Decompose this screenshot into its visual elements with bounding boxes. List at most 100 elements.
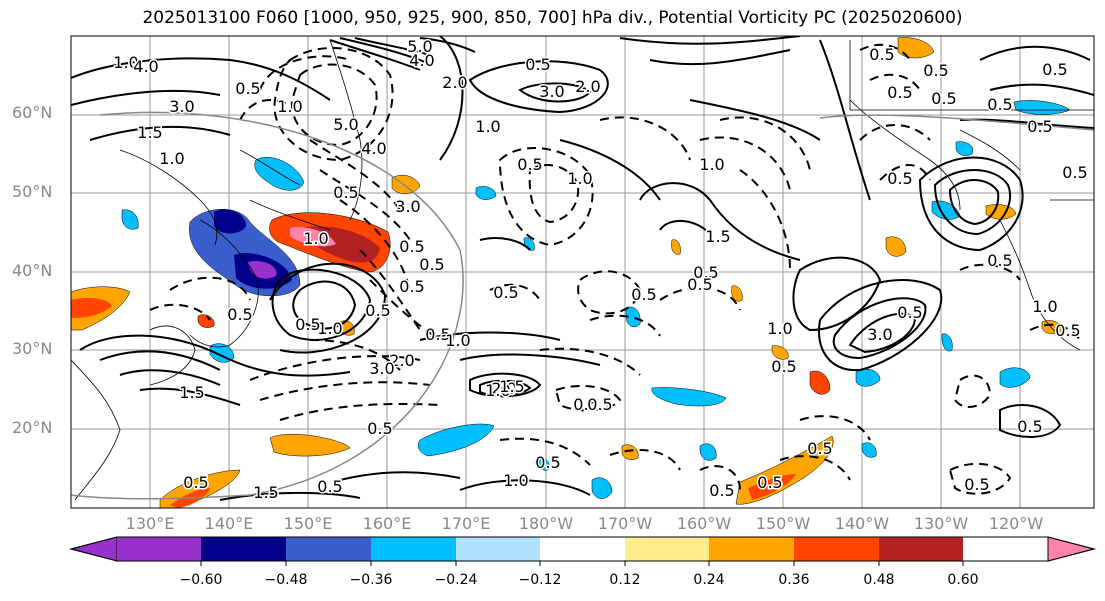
contour-labels: 1.04.03.01.51.00.55.04.02.00.53.0 2.01.00…	[112, 36, 1089, 504]
colorbar-bin	[540, 537, 625, 561]
colorbar-bin	[371, 537, 456, 561]
pv-patch-red-mid	[809, 370, 831, 395]
contour-value-label: 2.0	[575, 77, 600, 96]
pv-patch-blue-small5	[475, 186, 497, 200]
pv-patch-blue-small4	[209, 343, 235, 363]
map-frame	[70, 35, 1095, 509]
pv-patch-orange-sw	[269, 433, 351, 457]
pv-patch-orange-mid1	[885, 236, 907, 257]
contour-value-label: 0.5	[493, 283, 518, 302]
contour-value-label: 1.5	[179, 383, 204, 402]
lon-label: 150°E	[283, 514, 333, 533]
shaded-anomalies	[71, 37, 1071, 508]
lat-label: 60°N	[12, 103, 53, 122]
contour-value-label: 0.5	[399, 237, 424, 256]
pv-patch-west-red	[71, 298, 112, 318]
contour-value-label: 0.5	[693, 263, 718, 282]
contour-value-label: 0.5	[425, 325, 450, 344]
contour-value-label: 0.5	[869, 45, 894, 64]
contour-value-label: 1.0	[485, 381, 510, 400]
contour-value-label: 1.0	[767, 319, 792, 338]
colorbar-ticks	[200, 561, 964, 566]
contour-value-label: 1.5	[253, 483, 278, 502]
colorbar-tick-label: −0.60	[179, 572, 223, 588]
contour-value-label: 2.0	[442, 73, 467, 92]
colorbar-extend-min	[69, 536, 118, 562]
contour-value-label: 2.0	[491, 379, 516, 398]
contour-value-label: 4.0	[409, 51, 434, 70]
contour-value-label: 1.0	[277, 97, 302, 116]
contour-value-label: 0.5	[227, 305, 252, 324]
contour-value-label: 3.0	[169, 97, 194, 116]
contour-value-label: 1.5	[137, 123, 162, 142]
colorbar-tick-label: 0.12	[609, 572, 641, 588]
colorbar-extend-max	[1047, 536, 1096, 562]
contour-value-label: 0.5	[923, 61, 948, 80]
contour-value-label: 0.5	[367, 419, 392, 438]
contour-value-label: 1.0	[503, 471, 528, 490]
colorbar-bin	[456, 537, 540, 561]
pv-patch-orange-mid2	[1041, 320, 1063, 334]
contour-value-label: 0.5	[897, 303, 922, 322]
coastlines	[71, 39, 1094, 501]
contour-value-label: 0.5	[931, 89, 956, 108]
lon-label: 170°E	[441, 514, 491, 533]
pv-patch-orange-small2	[621, 444, 639, 460]
contour-value-label: 0.5	[525, 55, 550, 74]
contour-value-label: 5.0	[407, 37, 432, 56]
contour-value-label: 0.5	[419, 255, 444, 274]
contour-value-label: 0.5	[333, 183, 358, 202]
colorbar-outline	[69, 536, 1096, 562]
lon-label: 140°W	[834, 514, 890, 533]
pv-patch-orange-1	[391, 175, 421, 194]
contour-value-label: 0.5	[887, 83, 912, 102]
contour-value-label: 0.5	[757, 473, 782, 492]
lon-label: 180°W	[518, 514, 574, 533]
pv-patch-blue-small8	[861, 442, 877, 458]
lon-label: 150°W	[755, 514, 811, 533]
pv-patch-blue-mid	[417, 423, 495, 457]
lon-label: 130°W	[913, 514, 969, 533]
contour-value-label: 0.5	[687, 275, 712, 294]
contour-value-label: 1.0	[159, 149, 184, 168]
contour-value-label: 2.0	[389, 351, 414, 370]
contour-value-label: 0.5	[987, 95, 1012, 114]
pv-patch-orange-small1	[731, 285, 743, 302]
lon-label: 160°E	[362, 514, 412, 533]
projection-boundary-2	[819, 114, 1094, 131]
colorbar-bin	[625, 537, 709, 561]
dashed-contours	[149, 43, 1081, 495]
pv-patch-orange-small6	[771, 345, 789, 360]
contour-value-label: 0.5	[399, 277, 424, 296]
contour-value-label: 0.5	[365, 301, 390, 320]
lon-label: 140°E	[204, 514, 254, 533]
pv-patch-orange-ak1	[897, 37, 935, 59]
colorbar-tick-label: −0.36	[349, 572, 393, 588]
contour-value-label: 0.5	[709, 481, 734, 500]
contour-value-label: 0.5	[987, 251, 1012, 270]
contour-value-label: 0.5	[295, 315, 320, 334]
lat-label: 30°N	[12, 339, 53, 358]
pv-patch-red-hawaii	[748, 474, 796, 500]
colorbar-bin	[286, 537, 371, 561]
pv-patch-blue-small11	[539, 458, 550, 471]
contour-value-label: 0.5	[535, 453, 560, 472]
lon-label: 120°W	[988, 514, 1044, 533]
contour-value-label: 1.0	[445, 331, 470, 350]
lat-label: 50°N	[12, 182, 53, 201]
lat-label: 20°N	[12, 418, 53, 437]
lon-label: 130°E	[125, 514, 175, 533]
pv-patch-orange-small4	[197, 314, 215, 328]
colorbar-tick-label: 0.24	[693, 572, 725, 588]
contour-value-label: 1.0	[113, 53, 138, 72]
contour-value-label: 0.5	[1055, 321, 1080, 340]
pv-patch-blue-small1	[625, 306, 641, 327]
colorbar-bin	[879, 537, 963, 561]
colorbar-bin	[794, 537, 879, 561]
pv-patch-japan-purple	[248, 260, 277, 279]
contour-value-label: 3.0	[867, 325, 892, 344]
colorbar-tick-label: 0.48	[863, 572, 895, 588]
contour-value-label: 3.0	[539, 82, 564, 101]
map-title: 2025013100 F060 [1000, 950, 925, 900, 85…	[142, 8, 963, 28]
